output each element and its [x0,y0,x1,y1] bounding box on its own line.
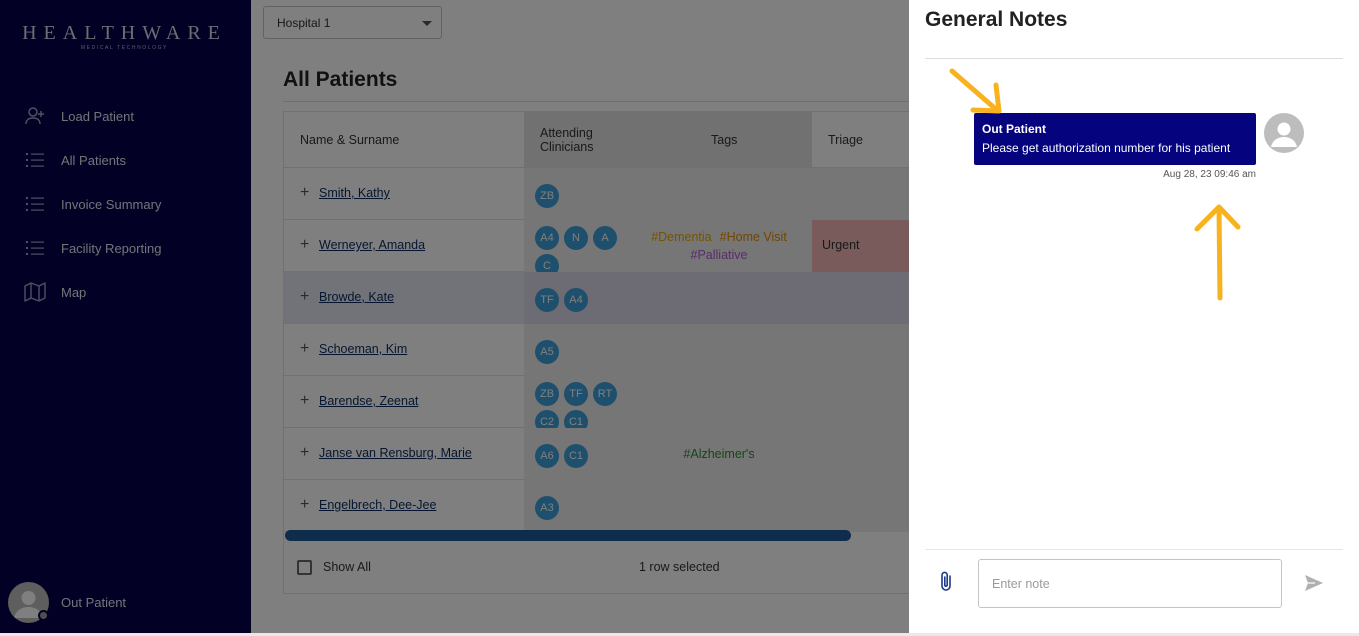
note-timestamp: Aug 28, 23 09:46 am [1163,169,1256,180]
note-composer [925,549,1343,608]
note-author: Out Patient [982,122,1047,136]
panel-title: General Notes [925,8,1068,31]
divider [925,58,1343,59]
note-input[interactable] [978,559,1282,608]
note-avatar-icon [1264,113,1304,153]
modal-backdrop[interactable] [0,0,909,633]
attach-icon[interactable] [937,570,957,594]
note-text: Please get authorization number for his … [982,141,1231,155]
send-icon[interactable] [1303,573,1325,593]
note-message: Out Patient Please get authorization num… [974,113,1256,165]
bottom-strip [0,633,1359,636]
general-notes-panel: General Notes Out Patient Please get aut… [909,0,1359,633]
